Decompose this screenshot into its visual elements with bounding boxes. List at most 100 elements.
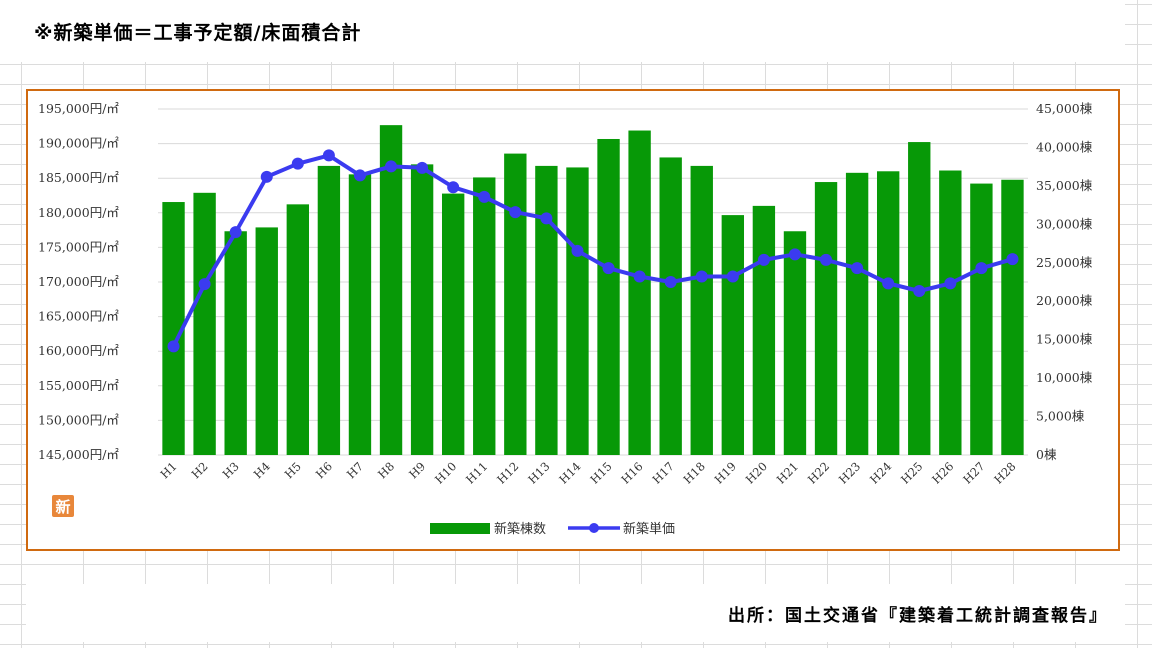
- bar-H17: [659, 157, 682, 455]
- x-axis-tick-label: H17: [649, 459, 676, 486]
- legend: 新築棟数 新築単価: [430, 521, 675, 537]
- bar-H27: [970, 183, 993, 455]
- price-point-H13: [540, 212, 553, 225]
- x-axis-tick-label: H25: [898, 459, 925, 486]
- price-point-H16: [633, 270, 646, 283]
- price-point-H26: [944, 277, 957, 290]
- price-point-H28: [1006, 253, 1019, 266]
- right-axis-tick-label: 5,000棟: [1036, 409, 1085, 424]
- bar-H14: [566, 167, 589, 455]
- left-axis-tick-label: 175,000円/㎡: [38, 239, 119, 254]
- right-axis-tick-label: 10,000棟: [1036, 370, 1093, 385]
- chart-frame: 145,000円/㎡ 150,000円/㎡ 155,000円/㎡ 160,000円/㎡…: [26, 89, 1120, 551]
- bar-H12: [504, 153, 527, 455]
- x-axis-tick-label: H21: [774, 459, 801, 486]
- price-point-H24: [882, 277, 895, 290]
- left-axis-tick-label: 165,000円/㎡: [38, 309, 119, 324]
- price-point-H15: [602, 262, 615, 275]
- left-axis-tick-label: 145,000円/㎡: [38, 447, 119, 462]
- bar-H5: [286, 204, 310, 455]
- x-axis-tick-label: H1: [157, 459, 179, 481]
- bar-H15: [597, 138, 620, 455]
- bar-series: [162, 125, 1024, 456]
- source-note: 出所：国土交通省『建築着工統計調査報告』: [728, 606, 1108, 626]
- x-axis-tick-label: H2: [189, 459, 211, 481]
- left-axis-tick-label: 170,000円/㎡: [38, 274, 119, 289]
- logo-badge: 新: [52, 495, 74, 517]
- right-axis-tick-label: 25,000棟: [1036, 255, 1093, 270]
- price-point-H18: [695, 270, 708, 283]
- price-point-H11: [478, 190, 491, 203]
- bar-H4: [255, 227, 278, 455]
- x-axis-tick-label: H27: [960, 459, 987, 486]
- header-band: [0, 0, 1125, 62]
- right-axis-tick-label: 40,000棟: [1036, 139, 1093, 154]
- line-series: [167, 149, 1019, 353]
- price-point-H12: [509, 206, 522, 219]
- price-point-H22: [820, 253, 833, 266]
- price-point-H7: [353, 169, 366, 182]
- left-axis-ticks: 145,000円/㎡ 150,000円/㎡ 155,000円/㎡ 160,000円/㎡…: [38, 101, 119, 462]
- price-point-H1: [167, 340, 180, 353]
- price-point-H20: [757, 253, 770, 266]
- left-axis-tick-label: 160,000円/㎡: [38, 343, 119, 358]
- bar-H21: [783, 231, 807, 455]
- x-axis-ticks: H1 H2 H3 H4 H5 H6 H7 H8 H9 H10 H11 H12 H13 H14 H15 H16 H…: [157, 459, 1018, 486]
- x-axis-tick-label: H3: [220, 459, 242, 481]
- price-point-H6: [322, 149, 335, 162]
- left-axis-tick-label: 155,000円/㎡: [38, 378, 119, 393]
- bar-H9: [410, 164, 434, 456]
- x-axis-tick-label: H11: [463, 459, 490, 486]
- x-axis-tick-label: H19: [712, 459, 739, 486]
- price-line: [171, 153, 1014, 348]
- bar-H10: [441, 193, 465, 456]
- right-axis-tick-label: 20,000棟: [1036, 293, 1093, 308]
- x-axis-tick-label: H13: [525, 459, 552, 486]
- price-point-H3: [229, 226, 242, 239]
- price-point-H14: [571, 244, 584, 257]
- bar-H18: [690, 165, 713, 456]
- left-axis-tick-label: 185,000円/㎡: [38, 170, 119, 185]
- price-point-H10: [447, 181, 460, 194]
- bar-H3: [224, 231, 247, 455]
- right-axis-tick-label: 15,000棟: [1036, 332, 1093, 347]
- bar-H19: [721, 215, 745, 455]
- x-axis-tick-label: H4: [251, 459, 273, 481]
- x-axis-tick-label: H28: [991, 459, 1018, 486]
- bar-H13: [535, 165, 558, 456]
- price-point-H19: [726, 270, 739, 283]
- price-point-H17: [664, 276, 677, 288]
- right-axis-ticks: 0棟 5,000棟 10,000棟 15,000棟 20,000棟 25,000棟 30,0…: [1036, 101, 1093, 462]
- x-axis-tick-label: H7: [344, 459, 366, 481]
- right-axis-tick-label: 35,000棟: [1036, 178, 1093, 193]
- price-point-H9: [416, 161, 429, 174]
- x-axis-tick-label: H18: [681, 459, 708, 486]
- bar-H7: [348, 174, 372, 455]
- x-axis-tick-label: H6: [313, 459, 335, 481]
- price-point-H8: [385, 160, 398, 173]
- price-point-H27: [975, 262, 988, 275]
- x-axis-tick-label: H10: [432, 459, 459, 486]
- right-axis-tick-label: 0棟: [1036, 447, 1057, 462]
- x-axis-tick-label: H26: [929, 459, 956, 486]
- price-point-H4: [260, 170, 273, 183]
- x-axis-tick-label: H12: [494, 459, 521, 486]
- x-axis-tick-label: H22: [805, 459, 832, 486]
- bar-H1: [162, 202, 185, 455]
- bar-H11: [473, 177, 496, 455]
- legend-label-bars: 新築棟数: [494, 521, 546, 537]
- logo-glyph: 新: [55, 498, 70, 516]
- right-axis-tick-label: 45,000棟: [1036, 101, 1093, 116]
- price-point-H23: [851, 262, 864, 275]
- left-axis-tick-label: 150,000円/㎡: [38, 412, 119, 427]
- price-point-H21: [788, 248, 801, 261]
- legend-swatch-bars: [430, 523, 490, 534]
- bar-H2: [193, 192, 216, 455]
- bar-H22: [814, 182, 838, 455]
- legend-label-line: 新築単価: [623, 521, 675, 537]
- price-point-H25: [913, 284, 926, 297]
- left-axis-tick-label: 195,000円/㎡: [38, 101, 119, 116]
- chart-heading: ※新築単価＝工事予定額/床面積合計: [34, 22, 362, 44]
- chart-canvas: 145,000円/㎡ 150,000円/㎡ 155,000円/㎡ 160,000円/㎡…: [38, 101, 1093, 537]
- x-axis-tick-label: H14: [556, 459, 583, 486]
